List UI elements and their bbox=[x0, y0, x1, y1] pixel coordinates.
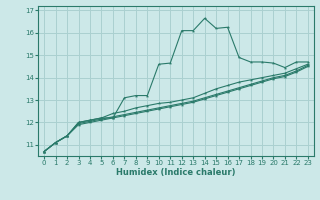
X-axis label: Humidex (Indice chaleur): Humidex (Indice chaleur) bbox=[116, 168, 236, 177]
